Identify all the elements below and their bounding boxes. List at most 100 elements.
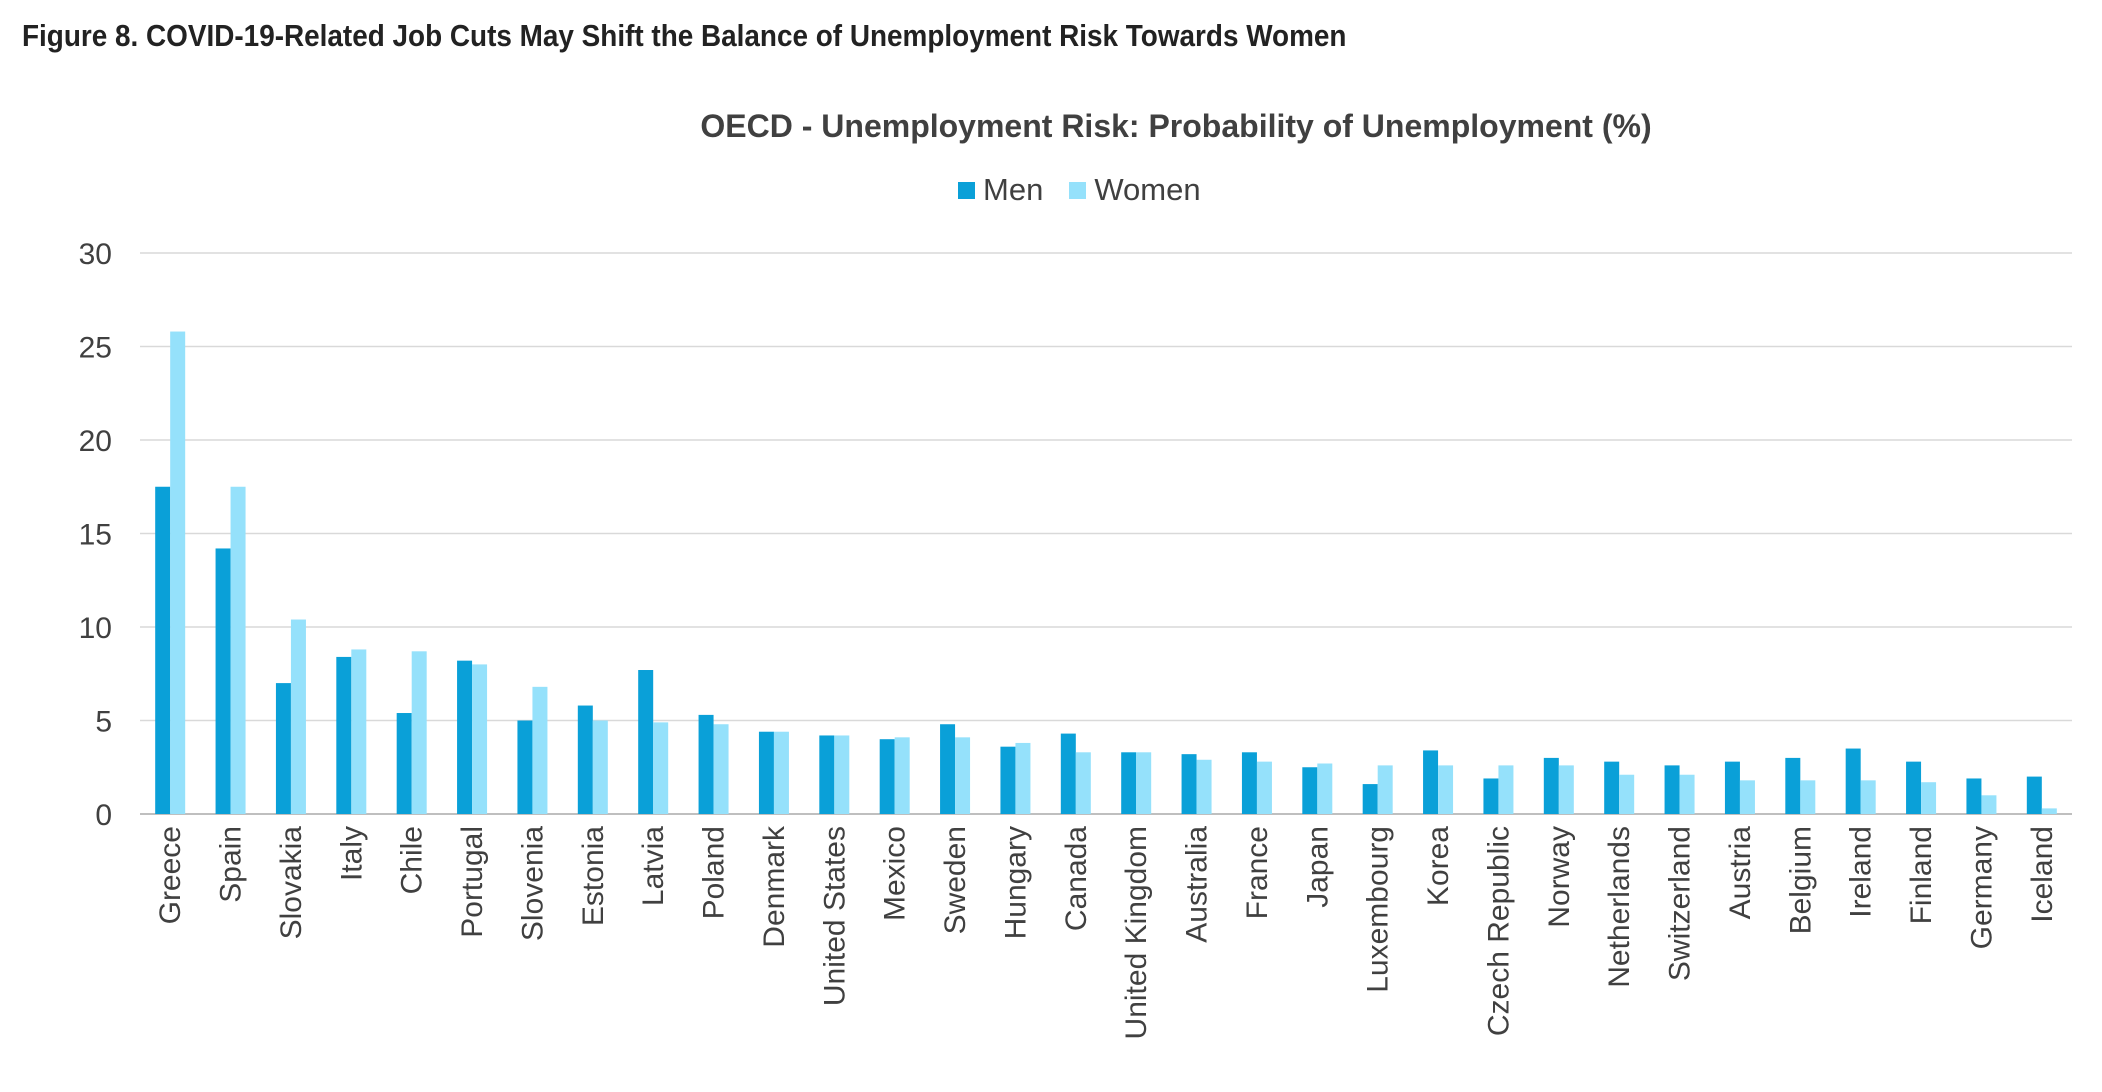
x-category-label: Austria: [1724, 826, 1757, 920]
bar-men: [1906, 761, 1922, 814]
x-category-label: Finland: [1905, 826, 1938, 924]
bar-women: [894, 737, 910, 814]
bar-men: [1302, 767, 1318, 814]
bar-women: [773, 731, 789, 814]
bar-men: [2026, 776, 2042, 814]
bar-men: [1241, 752, 1257, 814]
x-category-label: Korea: [1422, 826, 1455, 906]
y-tick-label: 30: [79, 238, 112, 271]
bar-men: [1604, 761, 1620, 814]
bar-women: [351, 649, 367, 814]
bar-women: [1438, 765, 1454, 814]
x-category-label: Chile: [396, 826, 429, 894]
x-category-label: Ireland: [1845, 826, 1878, 918]
bar-men: [1724, 761, 1740, 814]
x-category-label: Germany: [1965, 826, 1998, 949]
x-category-label: Latvia: [637, 826, 670, 906]
x-category-label: France: [1241, 826, 1274, 919]
x-category-label: Spain: [215, 826, 248, 903]
x-category-label: Greece: [154, 826, 187, 924]
x-category-label: Estonia: [577, 826, 610, 926]
bar-men: [638, 670, 654, 814]
x-category-label: Italy: [335, 826, 368, 881]
bar-men: [940, 724, 956, 814]
y-tick-label: 5: [95, 706, 112, 739]
legend-swatch-women: [1069, 181, 1087, 199]
bar-women: [290, 619, 306, 814]
x-category-label: Norway: [1543, 826, 1576, 928]
bar-men: [1785, 757, 1801, 814]
bar-women: [1981, 795, 1997, 814]
legend-item-women: Women: [1069, 172, 1201, 208]
bar-men: [1121, 752, 1137, 814]
bar-women: [532, 686, 548, 814]
x-category-label: Mexico: [879, 826, 912, 921]
bar-women: [955, 737, 971, 814]
x-category-label: Netherlands: [1603, 826, 1636, 988]
x-category-label: Canada: [1060, 826, 1093, 931]
bar-men: [215, 548, 231, 814]
bar-women: [1739, 780, 1755, 814]
bar-women: [2041, 808, 2057, 814]
bar-women: [1075, 752, 1091, 814]
bar-women: [1498, 765, 1514, 814]
y-tick-label: 20: [79, 425, 112, 458]
x-category-label: Iceland: [2026, 826, 2059, 923]
bar-women: [1136, 752, 1152, 814]
x-category-label: United Kingdom: [1120, 826, 1153, 1039]
legend-label-women: Women: [1094, 172, 1201, 207]
bar-women: [653, 722, 669, 814]
chart-title: OECD - Unemployment Risk: Probability of…: [700, 108, 1652, 144]
legend-swatch-men: [958, 181, 975, 199]
x-category-label: Portugal: [456, 826, 489, 938]
bar-women: [411, 651, 427, 814]
bar-women: [592, 720, 608, 814]
bar-men: [1362, 784, 1378, 814]
bar-women: [713, 724, 729, 814]
y-tick-label: 25: [79, 332, 112, 365]
bar-men: [577, 705, 593, 814]
x-category-label: United States: [818, 826, 851, 1006]
bar-women: [1800, 780, 1816, 814]
bar-men: [1966, 778, 1982, 814]
bar-men: [1664, 765, 1680, 814]
bar-men: [336, 656, 352, 814]
x-category-label: Hungary: [999, 826, 1032, 939]
bar-men: [155, 486, 171, 814]
bar-women: [472, 664, 488, 814]
bar-men: [1000, 746, 1016, 814]
bar-men: [758, 731, 774, 814]
bar-women: [170, 331, 186, 814]
x-category-label: Slovakia: [275, 826, 308, 940]
x-category-label: Japan: [1301, 826, 1334, 908]
x-category-label: Switzerland: [1664, 826, 1697, 981]
x-category-label: Czech Republic: [1482, 826, 1515, 1036]
bar-men: [517, 720, 533, 814]
legend: Men Women: [958, 172, 1201, 208]
bar-men: [819, 735, 835, 814]
figure-title: Figure 8. COVID-19-Related Job Cuts May …: [22, 18, 1347, 53]
bar-women: [1921, 782, 1937, 814]
bar-women: [1317, 763, 1333, 814]
bar-women: [1015, 742, 1031, 814]
bar-men: [1181, 754, 1197, 814]
bar-men: [1423, 750, 1439, 814]
bar-men: [457, 660, 473, 814]
y-tick-label: 15: [79, 519, 112, 552]
x-category-label: Luxembourg: [1362, 826, 1395, 993]
bar-men: [275, 683, 291, 814]
bar-men: [396, 713, 412, 814]
bar-women: [1619, 774, 1635, 814]
bar-women: [1196, 759, 1212, 814]
x-category-label: Poland: [698, 826, 731, 919]
bar-women: [1256, 761, 1272, 814]
bar-men: [698, 714, 714, 814]
bar-women: [1377, 765, 1393, 814]
legend-label-men: Men: [983, 172, 1044, 207]
legend-item-men: Men: [958, 172, 1043, 208]
y-tick-label: 10: [79, 612, 112, 645]
bar-men: [1483, 778, 1499, 814]
x-category-label: Sweden: [939, 826, 972, 934]
bar-men: [1845, 748, 1861, 814]
bar-women: [1558, 765, 1574, 814]
